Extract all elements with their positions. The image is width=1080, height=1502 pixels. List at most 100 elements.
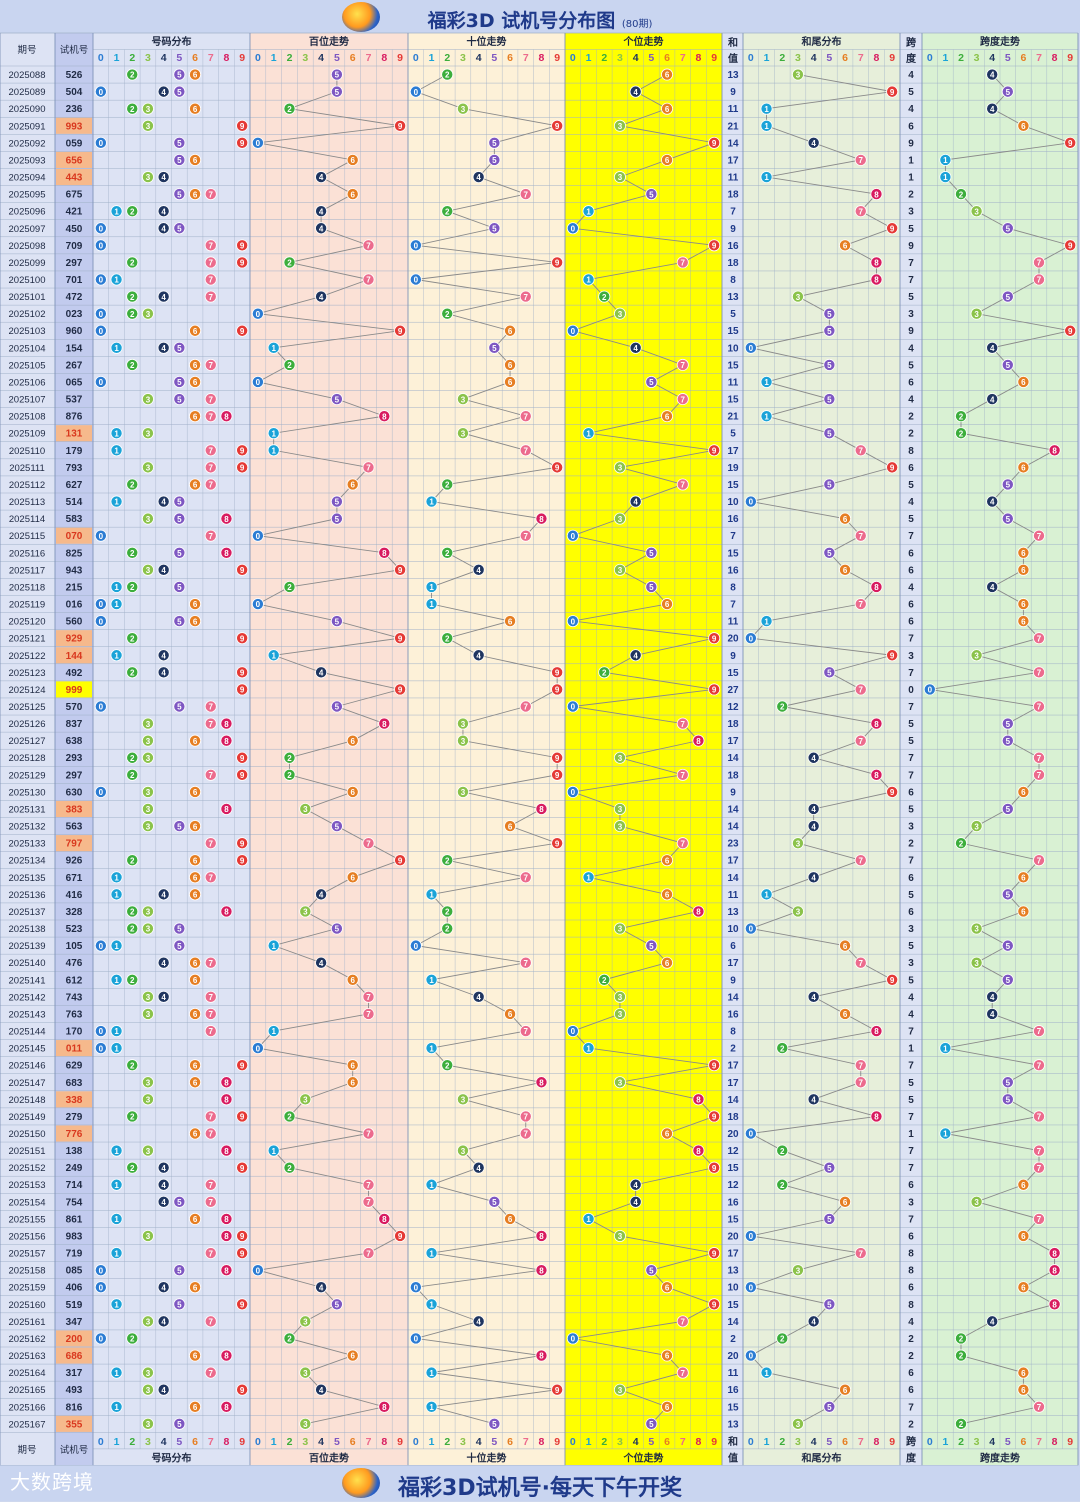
dist-ball-digit: 3 — [146, 805, 151, 814]
tens-ball — [425, 598, 438, 611]
span-ball-digit: 8 — [1052, 447, 1057, 456]
span-value: 4 — [908, 582, 914, 593]
hundreds-ball-digit: 0 — [256, 1266, 261, 1275]
dist-ball — [141, 905, 154, 918]
dist-ball — [141, 802, 154, 815]
hundreds-ball-digit: 6 — [350, 156, 355, 165]
tens-ball — [519, 956, 532, 969]
trial-highlight — [56, 1040, 92, 1057]
dist-ball-digit: 1 — [114, 276, 119, 285]
units-ball — [566, 785, 579, 798]
dist-ball-digit: 6 — [193, 1215, 198, 1224]
units-ball-digit: 9 — [712, 447, 717, 456]
span-ball-digit: 6 — [1021, 1283, 1026, 1292]
trial-number-cell: 797 — [66, 839, 83, 850]
lottery-logo-bottom — [342, 1468, 380, 1498]
sumtail-ball — [744, 922, 757, 935]
sumtail-ball — [854, 1247, 867, 1260]
sum-value: 21 — [727, 412, 739, 423]
span-ball-digit: 4 — [990, 498, 995, 507]
dist-ball — [157, 888, 170, 901]
hundreds-ball — [251, 307, 264, 320]
sum-footer-top: 和 — [727, 1435, 738, 1448]
span-ball-digit: 9 — [1068, 242, 1073, 251]
tens-ball — [409, 85, 422, 98]
dist-ball-digit: 6 — [193, 105, 198, 114]
dist-ball-digit: 6 — [193, 874, 198, 883]
trial-highlight — [56, 800, 92, 818]
dist-ball — [173, 85, 186, 98]
tens-ball-digit: 5 — [492, 1420, 497, 1429]
dist-ball-digit: 4 — [161, 1386, 166, 1395]
hundreds-ball-digit: 3 — [303, 1369, 308, 1378]
sumtail-ball-digit: 2 — [780, 703, 785, 712]
sumtail-footer-digit: 2 — [779, 1436, 785, 1448]
dist-ball — [110, 1400, 123, 1413]
tens-ball-digit: 6 — [508, 327, 513, 336]
dist-ball-digit: 6 — [193, 1010, 198, 1019]
sum-value: 2 — [730, 1334, 736, 1345]
dist-ball-digit: 8 — [224, 1352, 229, 1361]
units-ball-digit: 8 — [696, 737, 701, 746]
hundreds-ball-digit: 7 — [366, 242, 371, 251]
span-ball-digit: 6 — [1021, 1232, 1026, 1241]
span-ball — [1033, 751, 1046, 764]
dist-ball — [94, 1281, 107, 1294]
issue-cell: 2025141 — [9, 975, 46, 986]
sumtail-ball — [886, 649, 899, 662]
dist-ball-digit: 0 — [99, 1044, 104, 1053]
span-ball — [986, 495, 999, 508]
sumtail-ball — [823, 1161, 836, 1174]
sumtail-ball-digit: 0 — [749, 634, 754, 643]
sumtail-ball — [839, 939, 852, 952]
span-ball — [986, 990, 999, 1003]
sumtail-ball — [823, 478, 836, 491]
tens-ball — [488, 222, 501, 235]
span-ball-digit: 5 — [1006, 720, 1011, 729]
units-ball-digit: 3 — [618, 1386, 623, 1395]
dist-ball-digit: 0 — [99, 617, 104, 626]
dist-ball — [94, 785, 107, 798]
dist-ball-digit: 1 — [114, 583, 119, 592]
sumtail-ball — [744, 632, 757, 645]
hundreds-ball-digit: 4 — [319, 1283, 324, 1292]
sumtail-footer-digit: 4 — [811, 1436, 817, 1448]
sumtail-ball-digit: 4 — [811, 1318, 816, 1327]
sumtail-ball-digit: 4 — [811, 139, 816, 148]
dist-ball — [157, 85, 170, 98]
dist-ball-digit: 0 — [99, 224, 104, 233]
dist-ball — [189, 615, 202, 628]
sumtail-ball-digit: 8 — [874, 276, 879, 285]
tens-ball-digit: 0 — [414, 1283, 419, 1292]
dist-ball-digit: 4 — [161, 669, 166, 678]
trial-number-cell: 816 — [66, 1402, 83, 1413]
tens-ball — [551, 461, 564, 474]
span-ball-digit: 4 — [990, 105, 995, 114]
dist-ball-digit: 6 — [193, 822, 198, 831]
trial-number-cell: 416 — [66, 890, 83, 901]
span-ball-digit: 6 — [1021, 874, 1026, 883]
dist-ball-digit: 6 — [193, 788, 198, 797]
dist-ball-digit: 2 — [130, 1113, 135, 1122]
dist-ball-digit: 5 — [177, 1420, 182, 1429]
span-ball-digit: 2 — [959, 1352, 964, 1361]
dist-ball — [204, 1366, 217, 1379]
span-footer-digit: 7 — [1036, 1436, 1042, 1448]
span-ball — [1001, 734, 1014, 747]
sumtail-ball-digit: 2 — [780, 1147, 785, 1156]
dist-ball — [110, 495, 123, 508]
hundreds-ball — [299, 1315, 312, 1328]
span-ball — [1033, 700, 1046, 713]
units-ball-digit: 5 — [649, 549, 654, 558]
sum-value: 10 — [727, 497, 739, 508]
issue-cell: 2025162 — [9, 1334, 46, 1345]
span-ball — [1017, 598, 1030, 611]
units-ball-digit: 9 — [712, 242, 717, 251]
sumtail-ball — [886, 85, 899, 98]
units-ball — [566, 1332, 579, 1345]
issue-cell: 2025157 — [9, 1249, 46, 1260]
dist-ball — [189, 68, 202, 81]
span-ball-digit: 0 — [928, 686, 933, 695]
sum-value: 18 — [727, 719, 739, 730]
dist-ball — [236, 1298, 249, 1311]
